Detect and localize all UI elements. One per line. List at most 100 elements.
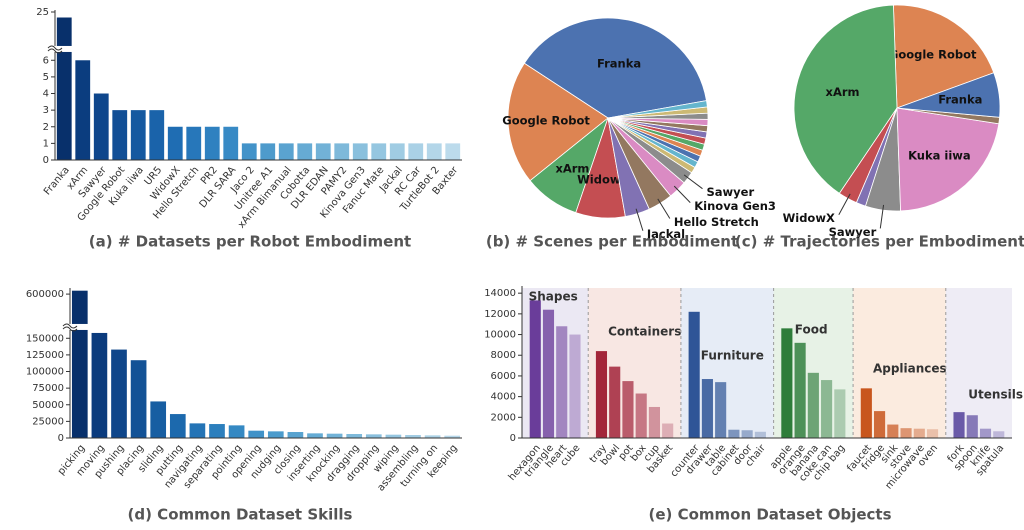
- axis-break-gap: [62, 323, 462, 330]
- bar: [169, 414, 186, 438]
- bar: [569, 334, 581, 438]
- group-label: Appliances: [873, 362, 947, 376]
- leader-line: [673, 185, 691, 203]
- bar: [204, 126, 220, 160]
- y-tick-label: 0: [58, 433, 64, 444]
- bar: [754, 431, 766, 438]
- y-tick-label: 125000: [26, 350, 64, 361]
- bar: [556, 326, 568, 438]
- bar: [781, 328, 793, 438]
- slice-label: Google Robot: [502, 114, 590, 128]
- bar: [662, 423, 674, 438]
- bar: [91, 332, 108, 438]
- slice-label: xArm: [826, 85, 860, 99]
- bar: [130, 110, 146, 160]
- slice-label: Franka: [597, 57, 641, 71]
- bar: [900, 428, 912, 438]
- y-tick-label: 4000: [491, 392, 516, 403]
- y-tick-label: 4: [43, 89, 49, 100]
- bar: [966, 415, 978, 438]
- bar: [887, 424, 899, 438]
- bar: [209, 424, 225, 438]
- slice-label: Kuka iiwa: [908, 148, 971, 162]
- group-label: Utensils: [968, 388, 1023, 402]
- y-tick-label: 12000: [484, 309, 516, 320]
- bar: [385, 434, 402, 438]
- bar: [334, 143, 350, 160]
- pie-slice: [507, 62, 609, 182]
- bar: [297, 143, 313, 160]
- y-tick-label: 8000: [491, 350, 516, 361]
- slice-label: WidowX: [783, 211, 835, 225]
- y-tick-label: 600000: [26, 289, 64, 300]
- y-tick-label: 100000: [26, 367, 64, 378]
- y-tick-label: 150000: [26, 333, 64, 344]
- pie-slice: [793, 4, 898, 194]
- bar: [993, 431, 1005, 438]
- slice-label: WidowX: [577, 172, 629, 186]
- bar: [112, 110, 128, 160]
- slice-label: Franka: [938, 92, 982, 106]
- bar: [75, 60, 91, 161]
- bar: [874, 411, 886, 438]
- y-tick-label: 25: [36, 7, 49, 18]
- slice-label: Google Robot: [889, 48, 977, 62]
- chart-title: (b) # Scenes per Embodiment: [486, 233, 738, 251]
- bar: [223, 126, 239, 160]
- chart-title: (c) # Trajectories per Embodiment: [735, 233, 1024, 251]
- bar: [405, 435, 421, 438]
- bar: [609, 366, 621, 438]
- bar: [352, 143, 368, 160]
- bar: [130, 360, 147, 438]
- bar: [542, 309, 555, 438]
- y-tick-label: 50000: [32, 400, 64, 411]
- axis-break-gap: [47, 45, 462, 52]
- bar: [741, 430, 753, 438]
- bar: [913, 428, 925, 438]
- y-tick-label: 6: [43, 55, 49, 66]
- leader-line: [683, 174, 703, 190]
- bar: [167, 126, 183, 160]
- y-tick-label: 25000: [32, 416, 64, 427]
- bar: [926, 429, 939, 438]
- bar: [794, 342, 806, 438]
- bar: [346, 434, 363, 438]
- group-label: Furniture: [701, 349, 764, 363]
- pie-slice: [892, 4, 995, 109]
- bar: [701, 379, 713, 438]
- bar: [189, 423, 206, 438]
- bar: [389, 143, 405, 160]
- bar: [635, 393, 647, 438]
- chart-title: (a) # Datasets per Robot Embodiment: [89, 233, 411, 251]
- bar: [595, 351, 608, 438]
- group-label: Food: [795, 323, 828, 337]
- bar: [979, 428, 992, 438]
- slice-label: Jackal: [646, 227, 685, 241]
- chart-title: (d) Common Dataset Skills: [128, 506, 353, 524]
- bar: [444, 435, 461, 438]
- y-tick-label: 14000: [484, 288, 516, 299]
- slice-label: Sawyer: [706, 185, 754, 199]
- bar: [71, 290, 88, 438]
- y-tick-label: 2000: [491, 412, 516, 423]
- pie-slice: [896, 72, 1001, 118]
- slice-label: Kinova Gen3: [694, 199, 776, 213]
- y-tick-label: 3: [43, 105, 49, 116]
- bar: [149, 110, 165, 160]
- bar: [728, 429, 740, 438]
- bar: [715, 382, 727, 438]
- bar: [248, 430, 265, 438]
- bar: [860, 388, 872, 438]
- bar: [267, 431, 284, 438]
- axis-break-mark: [47, 45, 63, 54]
- bar: [260, 143, 276, 160]
- y-tick-label: 75000: [32, 383, 64, 394]
- pie-slice: [896, 107, 1000, 212]
- leader-line: [879, 204, 885, 229]
- bar: [648, 406, 660, 438]
- bar: [56, 17, 72, 161]
- bar: [445, 143, 461, 160]
- bar: [807, 372, 819, 438]
- slice-label: Sawyer: [829, 225, 877, 239]
